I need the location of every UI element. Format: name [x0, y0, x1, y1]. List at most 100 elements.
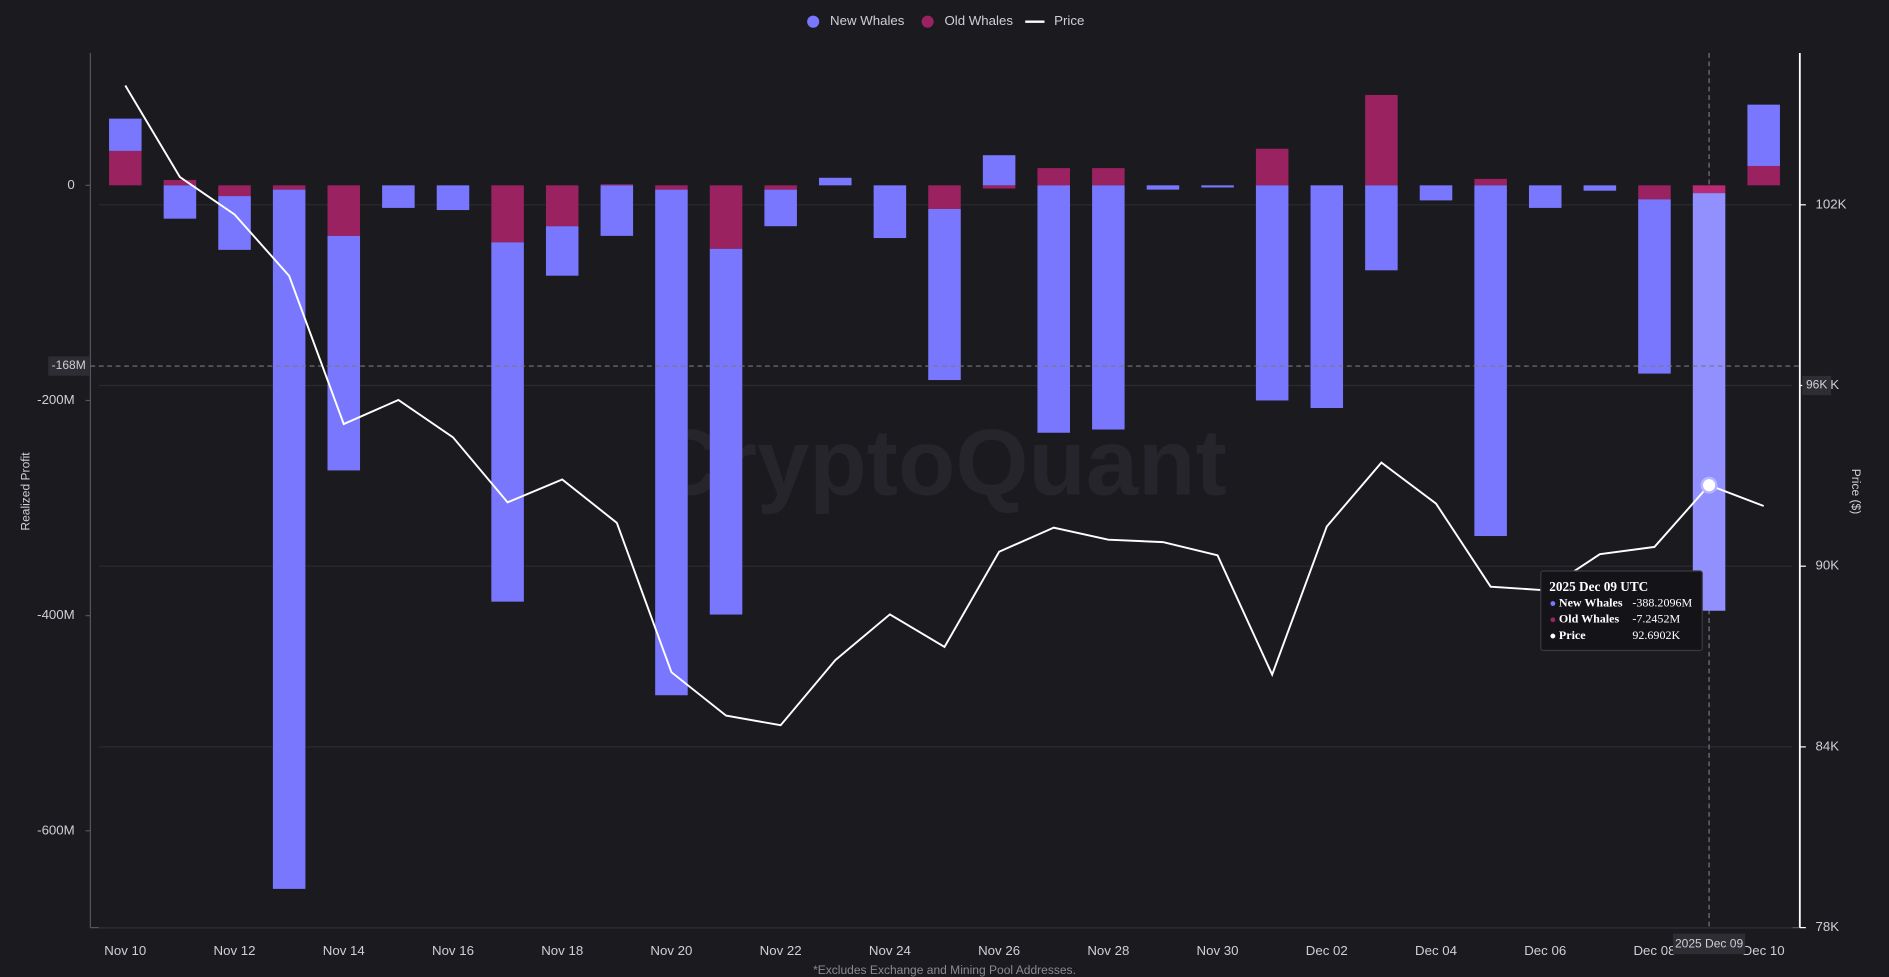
bar: [600, 184, 634, 186]
tooltip-value: -7.2452M: [1632, 612, 1680, 626]
bar: [545, 185, 579, 227]
bar: [709, 248, 743, 615]
tooltip-name: Old Whales: [1559, 612, 1620, 626]
bar: [327, 235, 361, 471]
y-tick-label: 0: [67, 177, 74, 192]
y-tick-label: -600M: [37, 822, 75, 837]
x-tick-label: Nov 30: [1197, 943, 1239, 958]
bar: [109, 118, 142, 151]
x-tick-label: Nov 24: [869, 943, 911, 958]
tooltip-name: Price: [1559, 628, 1586, 642]
crosshair-y-label: -168M: [52, 358, 86, 372]
bar: [545, 226, 579, 276]
bar: [1310, 185, 1344, 409]
bar: [491, 242, 524, 602]
x-tick-label: Nov 16: [432, 943, 474, 958]
y2-tick-label: 78K: [1815, 919, 1839, 934]
bar: [1747, 165, 1780, 186]
x-tick-label: Nov 26: [978, 943, 1020, 958]
bar: [1365, 185, 1398, 271]
legend-label: Old Whales: [945, 13, 1014, 28]
crosshair-y-box: [48, 356, 90, 376]
crosshair-x-box: [1672, 933, 1746, 955]
price-line: [124, 85, 1765, 727]
crosshair-y2-label: 96K: [1806, 378, 1827, 392]
x-tick-label: Dec 04: [1415, 943, 1457, 958]
bar: [327, 185, 361, 236]
bar: [218, 185, 251, 197]
bar: [491, 185, 524, 243]
x-tick-label: Dec 10: [1743, 943, 1785, 958]
y-tick-label: -400M: [37, 607, 75, 622]
bar: [1037, 185, 1070, 433]
x-tick-label: Nov 20: [650, 943, 692, 958]
legend-swatch: [921, 15, 934, 28]
tooltip-box: [1540, 570, 1703, 652]
x-tick-label: Dec 06: [1524, 943, 1566, 958]
legend-swatch: [807, 15, 820, 28]
bar: [1747, 104, 1780, 166]
bar: [272, 185, 306, 190]
bar: [1037, 168, 1070, 186]
tooltip-dot: [1550, 617, 1556, 623]
crosshair-x-label: 2025 Dec 09: [1675, 937, 1744, 951]
bar: [163, 185, 197, 219]
tooltip-value: 92.6902K: [1632, 628, 1680, 642]
tooltip-value: -388.2096M: [1632, 595, 1692, 609]
bar: [1474, 185, 1507, 537]
tooltip-dot: [1550, 601, 1556, 606]
x-tick-label: Nov 18: [541, 943, 583, 958]
bar: [1419, 185, 1453, 201]
bar: [272, 189, 306, 889]
bar: [600, 185, 634, 236]
bar: [1638, 199, 1671, 374]
y2-tick-label: 102K: [1815, 196, 1846, 211]
bar: [655, 189, 688, 696]
legend-label: Price: [1054, 13, 1084, 28]
tooltip-name: New Whales: [1559, 595, 1623, 609]
bar: [1692, 193, 1726, 611]
bar: [928, 185, 961, 209]
bar: [1528, 185, 1562, 208]
y2-tick-label: 90K: [1815, 558, 1839, 573]
crosshair-y2-box: [1802, 375, 1832, 396]
x-tick-label: Dec 02: [1306, 943, 1348, 958]
legend-label: New Whales: [830, 13, 905, 28]
x-tick-label: Nov 14: [323, 943, 365, 958]
tooltip-title: 2025 Dec 09 UTC: [1549, 579, 1648, 594]
bar: [1692, 185, 1726, 194]
bar: [873, 185, 907, 239]
bar: [1583, 185, 1617, 191]
bar: [1092, 168, 1125, 186]
bar: [382, 185, 415, 208]
bar: [436, 185, 470, 211]
y2-tick-label: 84K: [1815, 738, 1839, 753]
bar: [1255, 148, 1289, 186]
bar: [1474, 178, 1507, 186]
x-tick-label: Nov 12: [214, 943, 256, 958]
bar: [982, 155, 1016, 186]
bar: [1365, 94, 1398, 186]
y2-axis-title: Price ($): [1849, 469, 1863, 514]
watermark: CryptoQuant: [653, 410, 1227, 515]
hover-point: [1700, 476, 1718, 494]
bar: [655, 185, 688, 190]
y-axis-title: Realized Profit: [19, 452, 33, 531]
x-tick-label: Nov 10: [104, 943, 146, 958]
bar: [1638, 185, 1671, 200]
bar: [109, 150, 142, 186]
bar: [1146, 185, 1180, 190]
bar: [709, 185, 743, 249]
bar: [163, 179, 197, 186]
y-tick-label: -200M: [37, 392, 75, 407]
x-tick-label: Dec 08: [1633, 943, 1675, 958]
bar: [928, 208, 961, 381]
bar: [1092, 185, 1125, 430]
bar: [1255, 185, 1289, 401]
x-tick-label: Nov 28: [1087, 943, 1129, 958]
bar: [764, 185, 797, 190]
